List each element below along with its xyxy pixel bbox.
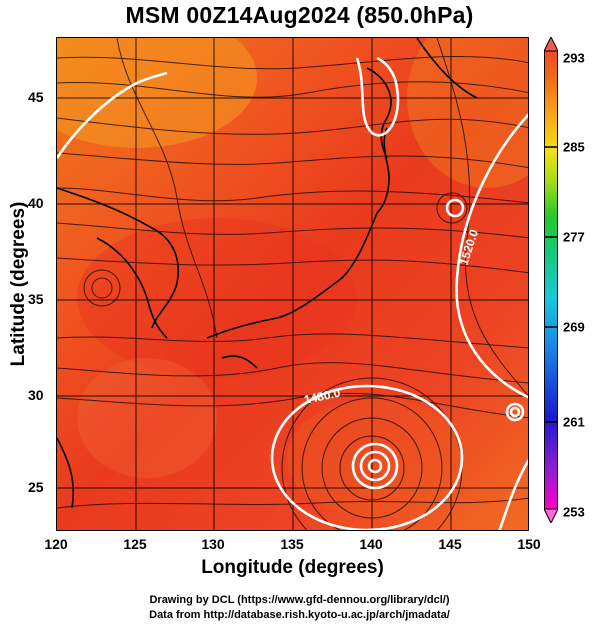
- colorbar-tick-label: 261: [563, 414, 585, 430]
- x-tick-label: 130: [201, 536, 225, 552]
- lat-lon-grid: [57, 38, 528, 530]
- credit-line: Drawing by DCL (https://www.gfd-dennou.o…: [149, 594, 450, 606]
- hot-patch: [77, 218, 357, 378]
- x-tick-label: 145: [438, 536, 462, 552]
- colorbar: [544, 37, 558, 523]
- y-axis-label: Latitude (degrees): [8, 201, 29, 367]
- colorbar-tick-label: 269: [563, 319, 585, 335]
- x-tick-label: 150: [517, 536, 541, 552]
- x-axis-label: Longitude (degrees): [201, 557, 384, 578]
- map-canvas: 1480.0 1520.0: [57, 38, 528, 530]
- colorbar-tick-label: 277: [563, 229, 585, 245]
- warm-patch: [57, 38, 257, 148]
- map-plot-area: 1480.0 1520.0: [56, 37, 529, 531]
- x-tick-label: 140: [359, 536, 383, 552]
- colorbar-max-arrow: [544, 37, 558, 52]
- colorbar-tick-label: 285: [563, 139, 585, 155]
- warm-patch: [77, 358, 217, 478]
- contour-label: 1480.0: [303, 386, 342, 407]
- x-tick-label: 135: [280, 536, 304, 552]
- y-tick-label: 40: [28, 195, 44, 211]
- x-tick-label: 125: [123, 536, 147, 552]
- colorbar-tick-label: 293: [563, 50, 585, 66]
- coastlines: [57, 38, 478, 509]
- height-contours: [57, 56, 528, 530]
- y-tick-label: 45: [28, 89, 44, 105]
- colorbar-min-arrow: [544, 508, 558, 523]
- y-tick-label: 25: [28, 479, 44, 495]
- x-tick-label: 120: [44, 536, 68, 552]
- wind-streamlines: [57, 38, 528, 530]
- chart-title: MSM 00Z14Aug2024 (850.0hPa): [125, 2, 474, 28]
- credit-line: Data from http://database.rish.kyoto-u.a…: [149, 609, 450, 621]
- y-tick-label: 35: [28, 291, 44, 307]
- warm-patch: [407, 38, 528, 188]
- colorbar-tick-label: 253: [563, 504, 585, 520]
- y-tick-label: 30: [28, 387, 44, 403]
